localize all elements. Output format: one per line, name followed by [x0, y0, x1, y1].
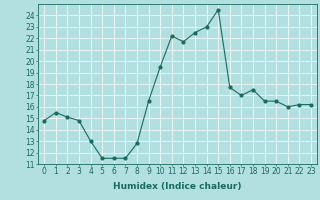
X-axis label: Humidex (Indice chaleur): Humidex (Indice chaleur) [113, 182, 242, 191]
